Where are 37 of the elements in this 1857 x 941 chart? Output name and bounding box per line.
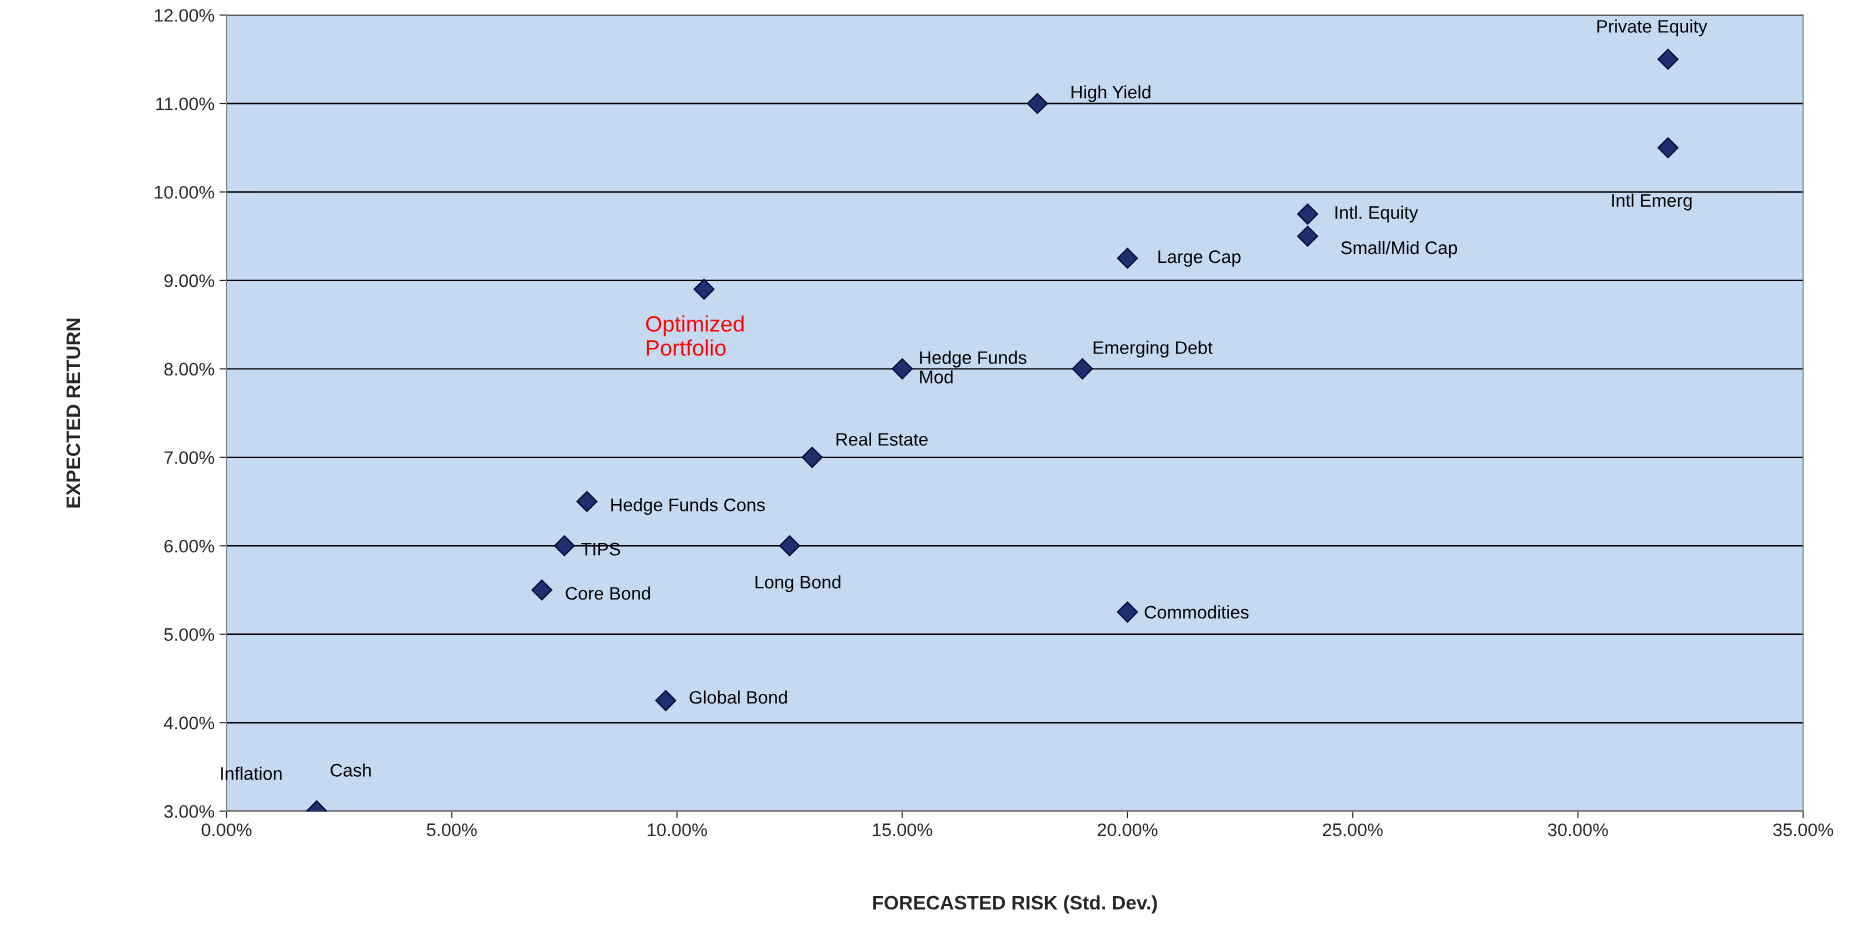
y-tick-label: 9.00%	[164, 274, 215, 288]
y-tick-label: 10.00%	[154, 185, 215, 199]
x-tick-label: 30.00%	[1547, 823, 1608, 837]
data-label: Inflation	[221, 766, 282, 780]
data-label: Global Bond	[689, 690, 787, 704]
x-tick-label: 0.00%	[201, 823, 252, 837]
y-tick-label: 12.00%	[154, 8, 215, 22]
data-label: Emerging Debt	[1093, 340, 1213, 358]
y-tick-label: 11.00%	[156, 97, 215, 111]
x-tick-label: 10.00%	[647, 823, 707, 837]
data-label: Private Equity	[1597, 19, 1708, 37]
data-label: High Yield	[1071, 85, 1151, 103]
y-tick-label: 6.00%	[164, 539, 215, 553]
x-tick-label: 35.00%	[1773, 823, 1834, 837]
data-label: Optimized Portfolio	[646, 315, 744, 356]
data-label: Core Bond	[565, 586, 650, 600]
y-tick-label: 3.00%	[164, 805, 215, 818]
x-tick-label: 15.00%	[873, 823, 933, 837]
y-tick-label: 7.00%	[164, 451, 215, 465]
y-tick-label: 5.00%	[164, 628, 215, 641]
data-label: Hedge Funds Mod	[920, 350, 1027, 384]
data-label: Intl. Equity	[1335, 205, 1419, 223]
data-label: Small/Mid Cap	[1341, 240, 1458, 258]
data-label: Real Estate	[836, 432, 928, 446]
x-tick-label: 25.00%	[1322, 823, 1383, 837]
data-label: Intl Emerg	[1612, 193, 1692, 211]
data-label: Long Bond	[755, 575, 841, 593]
y-axis-title: EXPECTED RETURN	[66, 318, 81, 508]
data-label: Large Cap	[1158, 250, 1241, 267]
data-label: Commodities	[1144, 605, 1249, 619]
y-tick-label: 4.00%	[163, 716, 215, 730]
y-tick-label: 8.00%	[164, 362, 215, 376]
data-label: Cash	[330, 763, 371, 777]
x-tick-label: 5.00%	[426, 823, 477, 837]
x-tick-label: 20.00%	[1097, 823, 1158, 837]
data-label: Hedge Funds Cons	[611, 498, 765, 515]
x-axis-title: FORECASTED RISK (Std. Dev.)	[873, 895, 1157, 914]
